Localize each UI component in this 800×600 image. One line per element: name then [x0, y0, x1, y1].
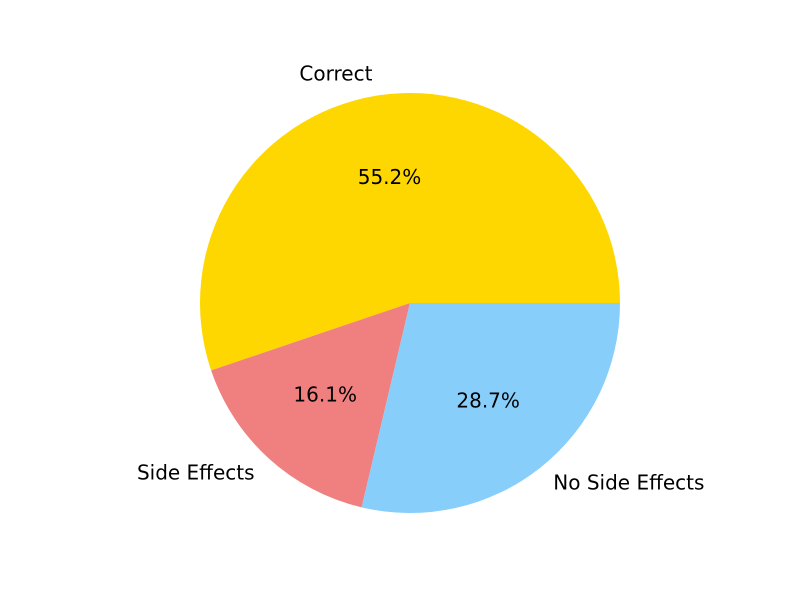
pie-labels: Correct 55.2% Side Effects 16.1% No Side Eff… — [137, 62, 705, 495]
slice-label-correct: Correct — [299, 62, 372, 86]
pie-slice-side-effects — [211, 303, 410, 508]
slice-percent-no-side-effects: 28.7% — [456, 388, 520, 412]
slice-percent-correct: 55.2% — [358, 165, 422, 189]
pie-slices — [200, 93, 620, 513]
slice-percent-side-effects: 16.1% — [293, 383, 357, 407]
slice-label-no-side-effects: No Side Effects — [553, 471, 704, 495]
slice-label-side-effects: Side Effects — [137, 460, 255, 484]
pie-slice-correct — [200, 93, 620, 371]
pie-slice-no-side-effects — [361, 303, 620, 513]
